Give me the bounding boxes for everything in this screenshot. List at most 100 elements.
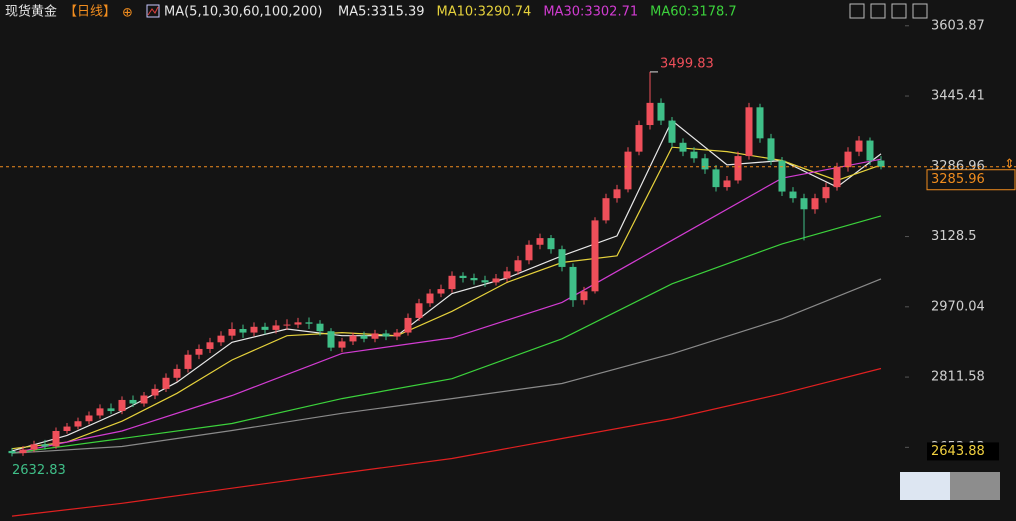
y-tick-label: 2970.04 xyxy=(931,299,985,314)
candle-body xyxy=(767,138,775,161)
ma-line xyxy=(11,158,882,454)
candle-body xyxy=(30,444,38,450)
candle-body xyxy=(723,180,731,188)
candle-body xyxy=(514,260,522,272)
candle-body xyxy=(415,303,423,318)
tool-button[interactable] xyxy=(849,3,865,19)
candle-body xyxy=(470,278,478,281)
candle-body xyxy=(85,415,93,422)
candle-body xyxy=(558,249,566,267)
candle-body xyxy=(129,399,137,404)
candle-body xyxy=(393,332,401,337)
candle-body xyxy=(844,151,852,168)
candle-body xyxy=(327,331,335,348)
candle-body xyxy=(437,289,445,294)
candle-body xyxy=(74,421,82,427)
candle-body xyxy=(668,120,676,143)
candle-body xyxy=(272,325,280,330)
candle-body xyxy=(316,323,324,332)
range-low-label: 2643.88 xyxy=(931,444,985,459)
candle-body xyxy=(283,324,291,326)
last-price-arrow: ⇕ xyxy=(1004,157,1015,172)
candle-body xyxy=(140,395,148,404)
candle-body xyxy=(811,198,819,210)
candle-body xyxy=(8,450,16,454)
legend-entry: MA30:3302.71 xyxy=(543,5,638,20)
candle-body xyxy=(866,140,874,161)
candle-body xyxy=(151,388,159,396)
candle-body xyxy=(206,342,214,349)
ma-line xyxy=(11,215,882,454)
blur-box xyxy=(950,472,1000,500)
y-tick-label: 2811.58 xyxy=(931,370,985,385)
candle-body xyxy=(96,408,104,416)
candle-body xyxy=(239,329,247,333)
candle-body xyxy=(734,156,742,181)
ma-line xyxy=(11,367,882,517)
candle-body xyxy=(624,151,632,190)
candle-body xyxy=(602,198,610,221)
candle-body xyxy=(745,107,753,157)
legend-entry: MA10:3290.74 xyxy=(437,5,532,20)
candle-body xyxy=(525,244,533,261)
candle-body xyxy=(492,278,500,283)
indicator-icon-line xyxy=(147,6,159,16)
candle-body xyxy=(404,317,412,333)
candle-body xyxy=(294,322,302,325)
candle-body xyxy=(536,238,544,245)
legend-entry: MA5:3315.39 xyxy=(338,5,425,20)
candle-body xyxy=(635,125,643,152)
candle-body xyxy=(162,377,170,389)
tool-button[interactable] xyxy=(891,3,907,19)
legend-entry: MA60:3178.7 xyxy=(650,5,737,20)
toolbar xyxy=(849,3,928,19)
y-tick-label: 3603.87 xyxy=(931,18,985,33)
candle-body xyxy=(184,354,192,369)
indicator-icon[interactable] xyxy=(146,4,160,18)
add-icon[interactable]: ⊕ xyxy=(122,6,133,21)
ma-line xyxy=(11,146,882,450)
ma-line xyxy=(11,278,882,454)
candle-body xyxy=(261,326,269,330)
candle-body xyxy=(19,449,27,454)
candle-body xyxy=(118,399,126,412)
candle-body xyxy=(822,187,830,199)
candle-body xyxy=(448,275,456,290)
ma-line xyxy=(11,119,882,452)
y-tick-label: 3128.5 xyxy=(931,229,977,244)
candle-body xyxy=(646,102,654,126)
candle-body xyxy=(338,341,346,348)
candle-body xyxy=(426,293,434,304)
low-label: 2632.83 xyxy=(12,463,66,478)
y-tick-label: 3445.41 xyxy=(931,89,985,104)
candle-body xyxy=(701,158,709,170)
indicator[interactable]: MA(5,10,30,60,100,200) xyxy=(164,5,322,20)
period[interactable]: 【日线】 xyxy=(64,5,116,20)
blur-box xyxy=(900,472,950,500)
candle-body xyxy=(877,160,885,167)
candle-body xyxy=(228,329,236,336)
candle-body xyxy=(800,198,808,210)
candle-body xyxy=(712,169,720,188)
candle-body xyxy=(173,368,181,378)
candle-body xyxy=(217,335,225,343)
candle-body xyxy=(503,271,511,279)
tool-button[interactable] xyxy=(912,3,928,19)
candle-body xyxy=(756,107,764,139)
candle-body xyxy=(547,238,555,250)
candle-body xyxy=(690,151,698,159)
candle-body xyxy=(459,275,467,279)
candle-body xyxy=(591,220,599,292)
tool-button[interactable] xyxy=(870,3,886,19)
candle-body xyxy=(360,335,368,339)
candle-body xyxy=(371,333,379,339)
range-low-box xyxy=(927,442,999,461)
candle-body xyxy=(305,322,313,324)
candle-body xyxy=(569,266,577,301)
candle-body xyxy=(382,333,390,337)
candle-body xyxy=(195,348,203,355)
candle-body xyxy=(657,102,665,121)
candle-body xyxy=(107,408,115,412)
candle-body xyxy=(250,326,258,333)
